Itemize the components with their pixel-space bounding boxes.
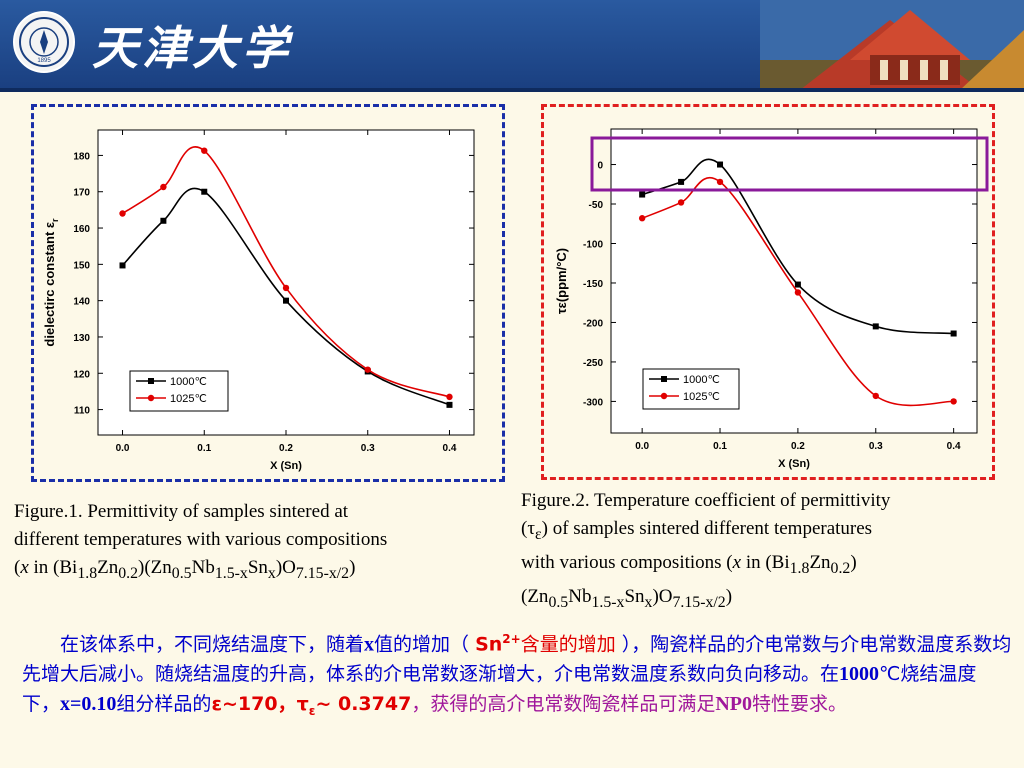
x-tick-label: 0.1	[713, 441, 727, 452]
data-point	[872, 392, 879, 400]
y-tick-label: 130	[73, 333, 90, 344]
data-point	[872, 323, 879, 330]
y-tick-label: -100	[583, 239, 603, 250]
figure2-caption-line: Figure.2. Temperature coefficient of per…	[521, 490, 891, 511]
logo-year: 1895	[37, 58, 51, 64]
temperature-coefficient-chart: 0.0 0.1 0.2 0.3 0.4 0 -50 -100 -150 -200 -250 -300 X…	[554, 128, 989, 470]
data-point	[446, 393, 453, 401]
y-tick-label: 140	[73, 297, 90, 308]
data-point	[638, 215, 646, 222]
header-divider	[0, 88, 1024, 92]
figure1-frame	[31, 104, 505, 482]
figure2-caption-line: with various compositions (x in (Bi1.8Zn…	[521, 551, 857, 577]
x-tick-label: 0.4	[947, 441, 961, 452]
legend-marker	[661, 376, 667, 382]
data-point	[364, 366, 371, 373]
y-tick-label: -150	[583, 279, 603, 290]
legend-label: 1025℃	[170, 393, 207, 405]
figure2-frame	[541, 104, 995, 480]
y-tick-label: -250	[583, 358, 603, 369]
y-tick-label: 170	[73, 188, 90, 199]
university-name: 天津大学	[92, 21, 292, 75]
highlight-box	[590, 136, 989, 192]
data-point	[716, 178, 724, 186]
data-point	[794, 281, 801, 288]
legend-marker	[148, 378, 154, 384]
data-point	[160, 183, 167, 191]
legend-label: 1025℃	[683, 391, 720, 403]
figure1-caption-line: different temperatures with various comp…	[14, 529, 388, 550]
y-tick-label: -300	[583, 397, 603, 408]
data-point	[201, 147, 208, 154]
data-point	[282, 284, 290, 292]
legend-marker	[147, 394, 155, 402]
data-point	[639, 191, 646, 198]
building-illustration-icon	[760, 0, 1024, 90]
data-point	[283, 297, 289, 304]
legend-box	[129, 370, 229, 412]
data-point	[119, 262, 126, 269]
figure1-caption-line: Figure.1. Permittivity of samples sinter…	[14, 501, 349, 522]
x-tick-label: 0.4	[443, 443, 457, 454]
x-tick-label: 0.2	[279, 443, 293, 454]
x-tick-label: 0.2	[791, 441, 805, 452]
y-tick-label: -50	[589, 200, 604, 211]
x-axis-label: X (Sn)	[270, 460, 302, 472]
y-tick-label: 180	[73, 151, 90, 162]
legend-box	[642, 368, 740, 410]
legend-label: 1000℃	[683, 374, 720, 386]
y-tick-label: -200	[583, 318, 603, 329]
figure1-caption: Figure.1. Permittivity of samples sinter…	[14, 498, 524, 588]
legend-label: 1000℃	[170, 376, 207, 388]
data-point	[201, 188, 208, 195]
permittivity-chart: 0.0 0.1 0.2 0.3 0.4 110 120 130 140 150 160 170 180 X…	[42, 129, 475, 472]
data-point	[678, 178, 685, 185]
data-point	[446, 401, 453, 408]
figure1-caption-formula: (x in (Bi1.8Zn0.2)(Zn0.5Nb1.5-xSnx)O7.15…	[14, 557, 356, 582]
header-banner: 1895 天津大学	[0, 0, 1024, 90]
data-point	[794, 289, 802, 296]
y-tick-label: 160	[73, 224, 90, 235]
x-tick-label: 0.3	[361, 443, 375, 454]
y-axis-label: dielectirc constant εr	[42, 218, 60, 347]
data-point	[119, 210, 126, 217]
data-point	[677, 199, 685, 206]
summary-paragraph: 在该体系中，不同烧结温度下，随着x值的增加（ Sn2+含量的增加 ），陶瓷样品的…	[22, 632, 1012, 719]
y-tick-label: 110	[74, 406, 91, 417]
data-point	[950, 330, 957, 337]
university-seal-icon: 1895	[13, 11, 75, 73]
data-point	[160, 217, 167, 224]
figure2-caption: Figure.2. Temperature coefficient of per…	[521, 487, 1024, 616]
figure2-caption-formula: (Zn0.5Nb1.5-xSnx)O7.15-x/2)	[521, 585, 733, 611]
y-tick-label: 150	[73, 260, 90, 271]
x-axis-label: X (Sn)	[778, 458, 810, 470]
data-point	[950, 398, 957, 405]
x-tick-label: 0.0	[635, 441, 649, 452]
x-tick-label: 0.1	[197, 443, 211, 454]
x-tick-label: 0.3	[869, 441, 883, 452]
y-axis-label: τε(ppm/°C)	[554, 248, 569, 314]
y-tick-label: 0	[597, 161, 603, 172]
x-tick-label: 0.0	[116, 443, 130, 454]
figure2-caption-line: (τε) of samples sintered different tempe…	[521, 518, 873, 543]
y-tick-label: 120	[73, 369, 90, 380]
legend-marker	[660, 392, 668, 400]
data-point	[717, 161, 724, 168]
